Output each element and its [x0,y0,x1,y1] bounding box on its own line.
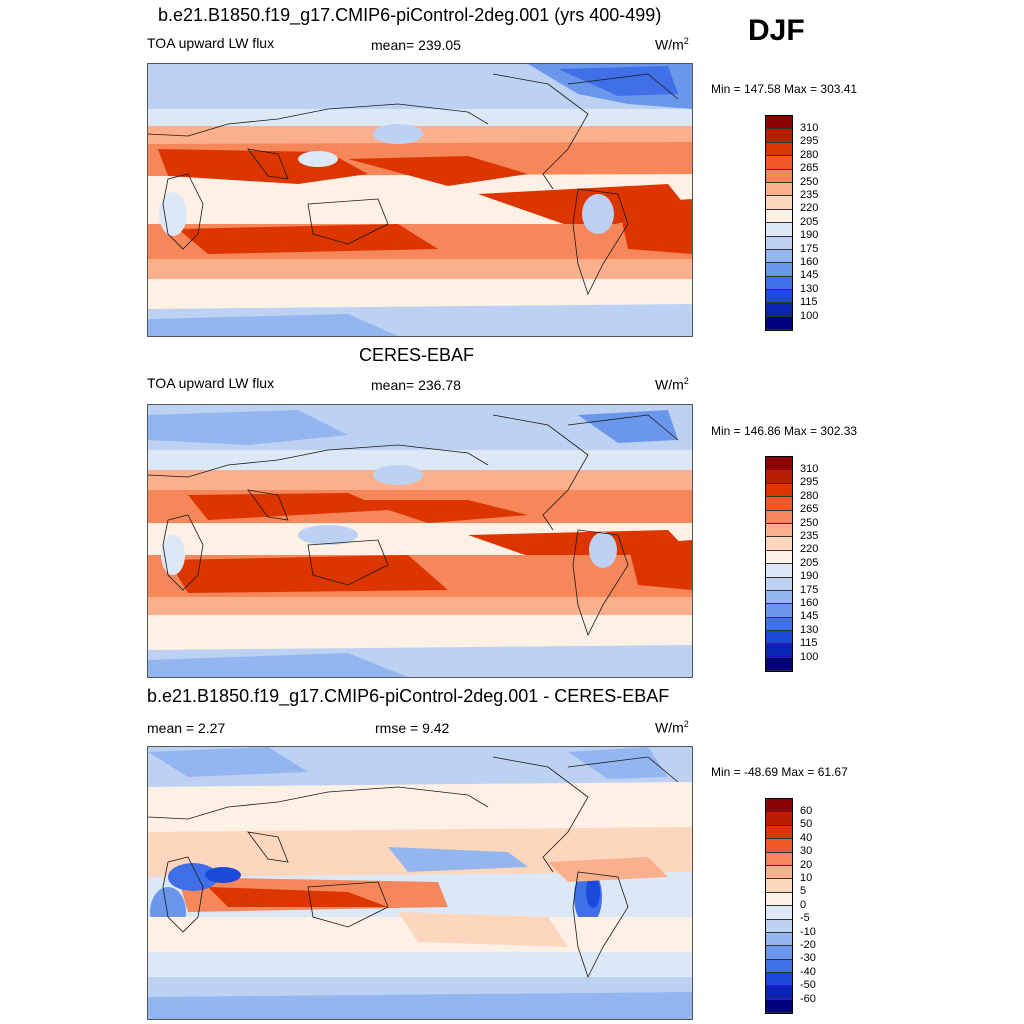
colorbar-label: 100 [800,309,819,322]
panel2-variable-label: TOA upward LW flux [147,375,275,391]
panel2-minmax: Min = 146.86 Max = 302.33 [711,424,858,438]
colorbar-label: 40 [800,831,813,844]
colorbar-label: 220 [800,202,819,215]
panel3-colorbar [765,798,793,1015]
colorbar-label: 175 [800,583,819,596]
season-label: DJF [748,14,805,47]
colorbar-label: 130 [800,282,819,295]
panel2-colorbar [765,456,793,673]
colorbar-label: 220 [800,543,819,556]
panel1-units: W/m2 [655,36,689,53]
colorbar-label: 145 [800,269,819,282]
colorbar-label: 50 [800,818,813,831]
colorbar-label: 205 [800,215,819,228]
colorbar-label: 205 [800,556,819,569]
colorbar-label: 160 [800,256,819,268]
colorbar-label: 190 [800,570,819,583]
panel1-mean-label: mean= 239.05 [371,37,461,53]
panel3-map [147,746,693,1020]
colorbar-label: 115 [800,637,818,650]
colorbar-label: 265 [800,503,819,516]
panel2-map [147,404,693,678]
colorbar-label: 100 [800,650,819,663]
panel1-variable-label: TOA upward LW flux [147,35,275,51]
colorbar-label: 0 [800,898,807,911]
colorbar-label: 235 [800,530,819,542]
colorbar-label: -20 [800,939,816,951]
panel3-mean-label: mean = 2.27 [147,720,226,736]
colorbar-label: 10 [800,872,813,884]
colorbar-label: 280 [800,148,819,161]
colorbar-label: -30 [800,952,816,965]
panel3-units: W/m2 [655,719,689,736]
colorbar-label: 280 [800,489,819,502]
colorbar-label: 130 [800,623,819,636]
colorbar-label: -5 [800,912,810,925]
colorbar-label: -60 [800,992,816,1005]
colorbar-label: 295 [800,476,819,489]
colorbar-label: 295 [800,135,819,148]
colorbar-label: 20 [800,858,813,871]
colorbar-label: 115 [800,296,818,309]
colorbar-label: 250 [800,175,819,188]
panel1-map [147,63,693,337]
colorbar-label: 60 [800,805,813,817]
panel3-rmse-label: rmse = 9.42 [375,720,450,736]
colorbar-label: 5 [800,885,807,898]
panel3-title: b.e21.B1850.f19_g17.CMIP6-piControl-2deg… [147,686,670,706]
colorbar-label: 235 [800,189,819,201]
colorbar-label: -10 [800,925,816,938]
colorbar-label: -50 [800,979,816,992]
colorbar-label: 250 [800,516,819,529]
colorbar-label: 160 [800,597,819,609]
colorbar-label: -40 [800,965,816,978]
panel2-title: CERES-EBAF [359,345,475,365]
colorbar-label: 145 [800,610,819,623]
panel2-mean-label: mean= 236.78 [371,377,461,393]
panel2-units: W/m2 [655,376,689,393]
panel3-minmax: Min = -48.69 Max = 61.67 [711,765,848,779]
panel1-title: b.e21.B1850.f19_g17.CMIP6-piControl-2deg… [158,5,662,25]
colorbar-label: 310 [800,463,819,475]
panel1-minmax: Min = 147.58 Max = 303.41 [711,82,858,96]
colorbar-label: 310 [800,122,819,134]
colorbar-label: 265 [800,162,819,175]
colorbar-label: 190 [800,229,819,242]
colorbar-label: 30 [800,845,813,858]
panel1-colorbar [765,115,793,332]
colorbar-label: 175 [800,242,819,255]
